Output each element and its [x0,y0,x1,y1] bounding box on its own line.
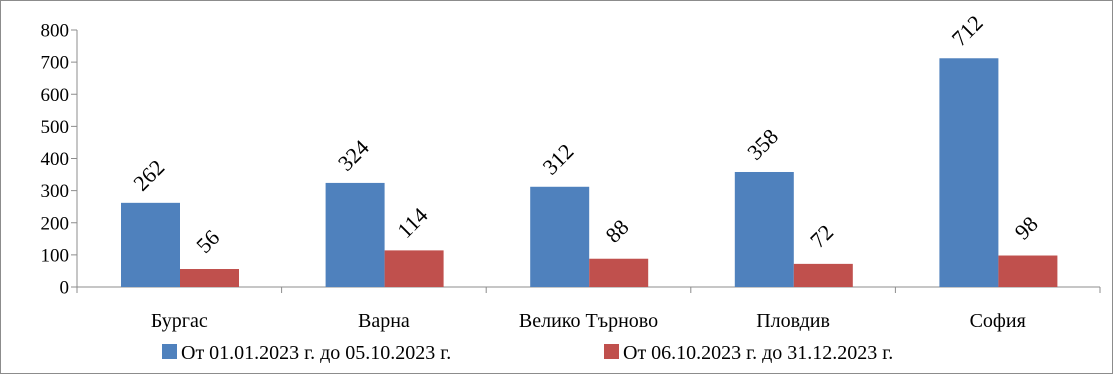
y-tick-label: 400 [41,149,70,170]
x-axis: Бургас Варна Велико Търново Пловдив София [76,286,1101,332]
data-label: 262 [128,155,169,196]
legend-label: От 06.10.2023 г. до 31.12.2023 г. [623,342,893,364]
bar-series-2 [384,250,444,287]
bar-series-1 [121,202,180,287]
category-label: Бургас [151,310,208,332]
bar-series-1 [734,171,794,287]
data-label: 98 [1010,211,1043,244]
y-tick-label: 700 [41,53,70,74]
legend-swatch [604,344,619,359]
bars [121,58,1058,287]
legend-swatch [162,344,177,359]
category-label: София [970,310,1026,332]
data-label: 72 [805,220,838,253]
category-label: Велико Търново [519,310,658,332]
y-tick-label: 100 [41,245,70,266]
legend: От 01.01.2023 г. до 05.10.2023 г. От 06.1… [162,342,893,364]
bar-series-1 [530,186,590,287]
category-label: Варна [358,310,410,332]
bar-series-2 [589,258,649,287]
y-tick-label: 0 [60,278,70,299]
data-label: 56 [191,225,224,258]
y-axis: 0 100 200 300 400 500 600 700 800 [41,21,78,299]
legend-label: От 01.01.2023 г. до 05.10.2023 г. [181,342,451,364]
bar-series-2 [998,255,1058,287]
data-label: 324 [333,135,374,176]
y-tick-label: 500 [41,117,70,138]
y-tick-label: 200 [41,213,70,234]
data-label: 114 [392,202,432,242]
bar-series-1 [325,182,385,287]
bar-series-2 [180,269,239,287]
y-tick-label: 800 [41,21,70,42]
y-tick-label: 300 [41,181,70,202]
data-label: 712 [947,10,988,51]
bar-series-2 [793,263,853,287]
data-label: 312 [537,139,578,180]
bar-series-1 [939,58,999,287]
data-label: 358 [742,124,783,165]
category-label: Пловдив [756,310,830,332]
data-label: 88 [600,214,633,247]
y-tick-label: 600 [41,85,70,106]
